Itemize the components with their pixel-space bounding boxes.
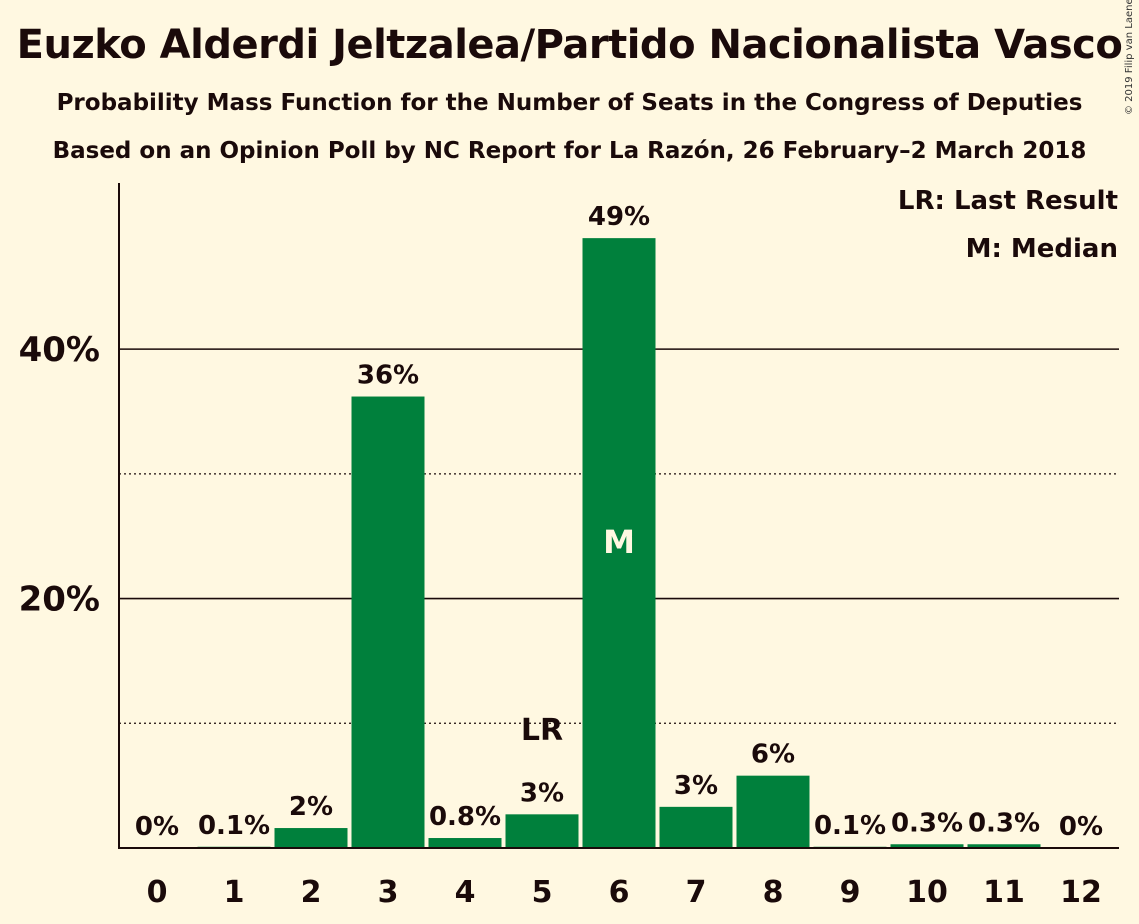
x-tick-label-7: 7 [686,875,707,910]
x-tick-label-2: 2 [301,875,322,910]
bar-seat-11 [967,844,1041,848]
data-label-seat-2: 2% [289,792,333,822]
data-label-seat-10: 0.3% [891,808,963,838]
axes [118,183,1119,849]
data-label-seat-3: 36% [357,361,419,391]
data-label-seat-11: 0.3% [968,808,1040,838]
bar-seat-8 [736,775,810,848]
chart-subtitle: Probability Mass Function for the Number… [56,90,1083,116]
bar-seat-10 [890,844,964,848]
bar-seat-2 [274,828,348,848]
x-tick-label-0: 0 [147,875,168,910]
legend-last-result: LR: Last Result [898,186,1118,216]
labels: 0% 0 0.1% 1 2% 2 36% 3 0.8% 4 3% 5 LR 49% 6 M 3% 7 6% 8 0.1%… [0,202,1103,910]
median-marker: M [603,523,635,561]
y-tick-label-40: 40% [19,330,100,370]
x-tick-label-1: 1 [224,875,245,910]
bar-seat-5 [505,814,579,848]
data-label-seat-8: 6% [751,740,795,770]
last-result-marker: LR [521,713,563,748]
y-tick-label-bg [0,576,80,621]
x-tick-label-3: 3 [378,875,399,910]
bar-seat-3 [351,396,425,848]
x-tick-label-9: 9 [840,875,861,910]
data-label-seat-6: 49% [588,202,650,232]
data-label-seat-4: 0.8% [429,802,501,832]
data-label-seat-7: 3% [674,771,718,801]
x-tick-label-10: 10 [906,875,948,910]
bar-seat-4 [428,838,502,848]
x-tick-label-5: 5 [532,875,553,910]
data-label-seat-12: 0% [1059,812,1103,842]
x-tick-label-8: 8 [763,875,784,910]
data-label-seat-9: 0.1% [814,811,886,841]
bar-seat-6 [582,238,656,848]
chart-subtitle-source: Based on an Opinion Poll by NC Report fo… [52,138,1087,164]
data-label-seat-0: 0% [135,812,179,842]
chart-title: Euzko Alderdi Jeltzalea/Partido Nacional… [16,22,1123,68]
x-tick-label-11: 11 [983,875,1025,910]
legend-median: M: Median [966,234,1118,264]
data-label-seat-1: 0.1% [198,811,270,841]
data-label-seat-5: 3% [520,778,564,808]
x-tick-label-6: 6 [609,875,630,910]
y-tick-label-bg [0,327,80,372]
y-tick-label-20: 20% [19,580,100,620]
x-tick-label-4: 4 [455,875,476,910]
x-tick-label-12: 12 [1060,875,1102,910]
bar-seat-7 [659,806,733,848]
